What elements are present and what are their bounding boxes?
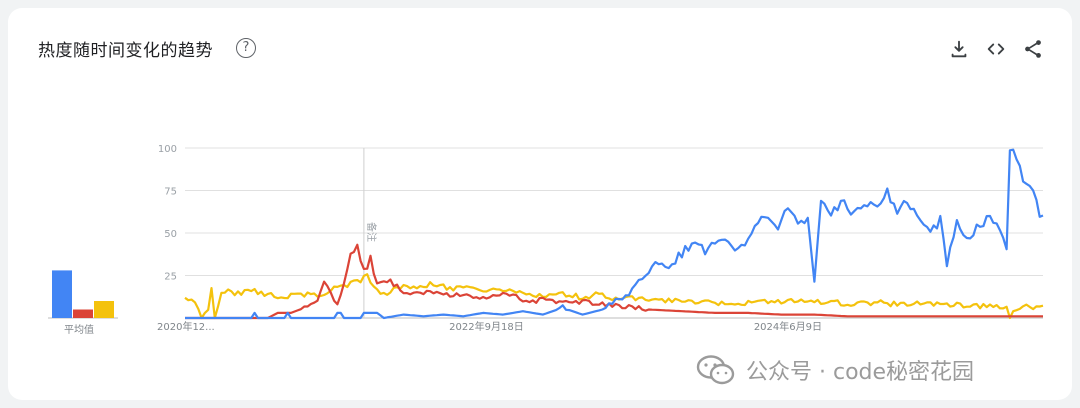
download-icon[interactable] xyxy=(948,38,970,60)
series-line-1 xyxy=(185,243,1043,320)
watermark-text: 公众号 · code秘密花园 xyxy=(746,360,975,385)
wechat-icon xyxy=(696,355,735,385)
x-tick-label-0: 2020年12... xyxy=(157,320,215,333)
average-label: 平均值 xyxy=(64,325,94,336)
share-icon[interactable] xyxy=(1022,38,1044,60)
annotation-label: 备注 xyxy=(365,222,378,242)
y-tick-label-50: 50 xyxy=(164,229,177,240)
embed-code-icon[interactable] xyxy=(985,38,1007,60)
average-bar-1 xyxy=(73,309,93,318)
series-line-0 xyxy=(185,148,1044,320)
average-bar-2 xyxy=(94,301,114,318)
series-line-2 xyxy=(184,273,1044,320)
watermark: 公众号 · code秘密花园 xyxy=(696,350,974,390)
average-bar-0 xyxy=(52,270,72,318)
y-tick-label-100: 100 xyxy=(158,144,177,155)
y-tick-label-75: 75 xyxy=(164,187,177,198)
x-tick-label-1: 2022年9月18日 xyxy=(449,320,524,333)
help-icon[interactable]: ? xyxy=(236,38,256,58)
y-tick-label-25: 25 xyxy=(164,272,177,283)
x-tick-label-2: 2024年6月9日 xyxy=(754,320,822,333)
card-title: 热度随时间变化的趋势 xyxy=(38,41,213,61)
